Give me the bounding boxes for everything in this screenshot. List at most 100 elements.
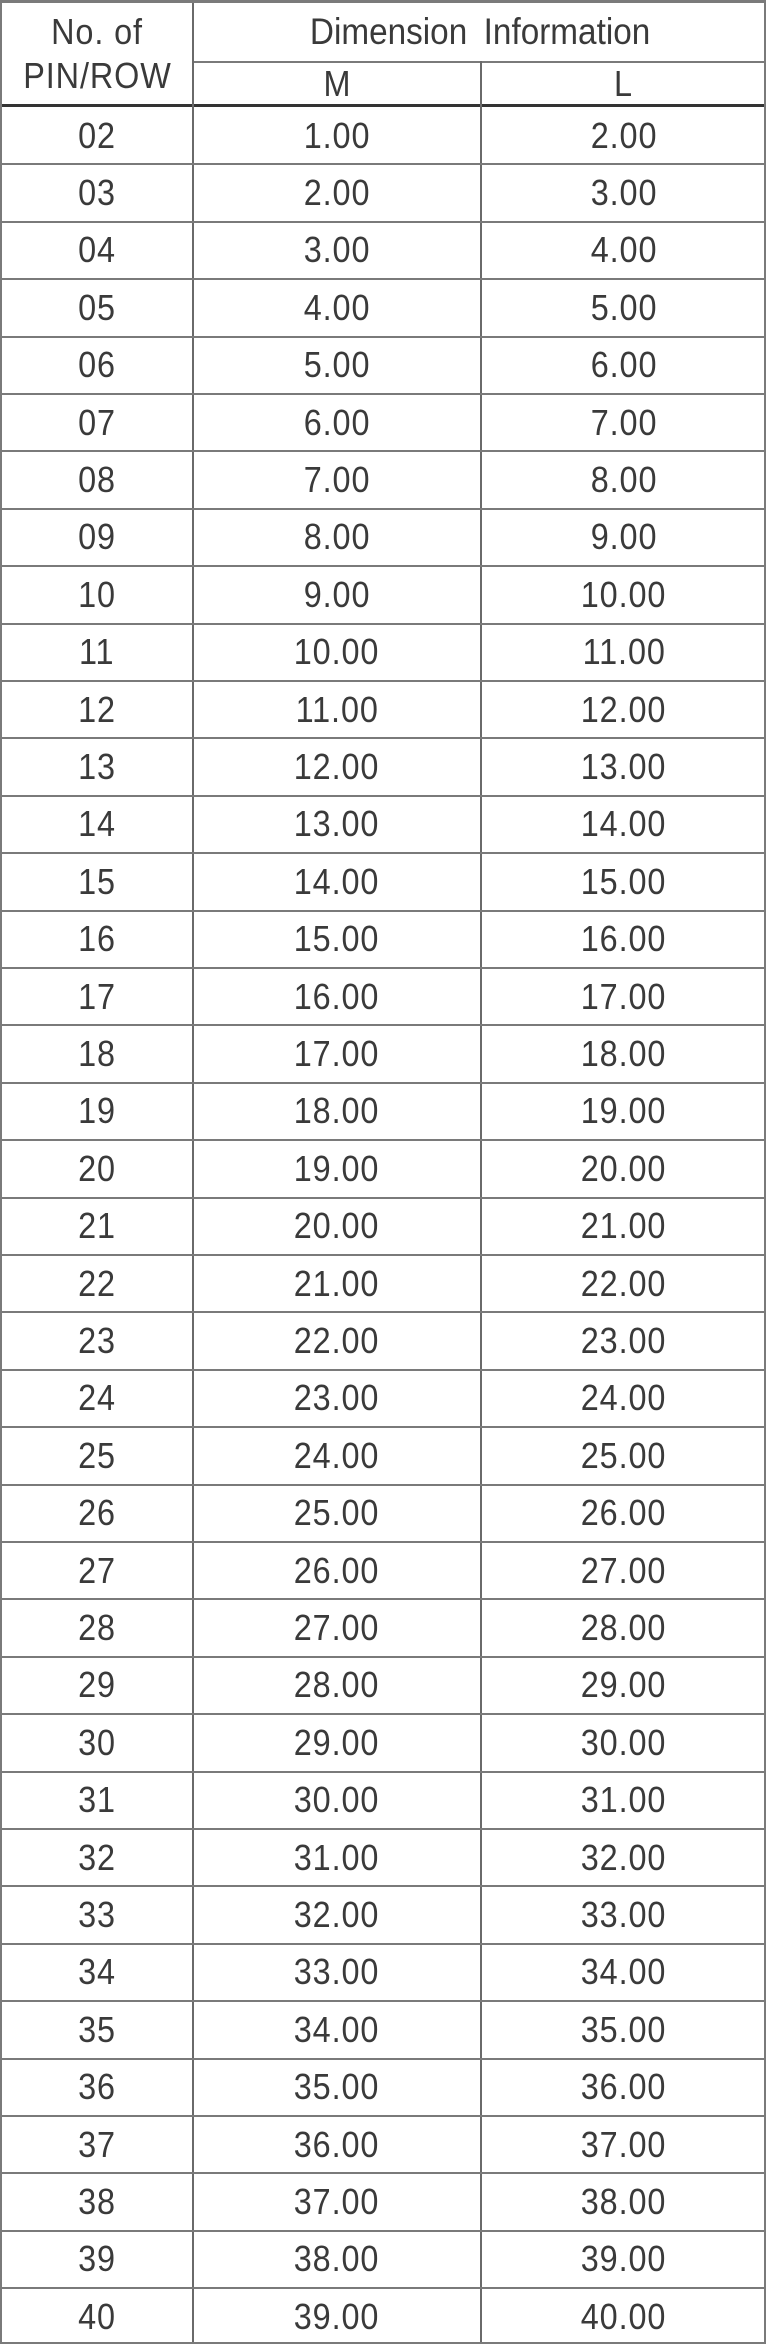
cell-text: 05 [78,286,116,328]
m-value-cell: 11.00 [194,681,480,738]
cell-text: 22.00 [581,1262,667,1304]
header-m-label: M [323,63,351,104]
divider [194,61,764,63]
m-value-cell: 7.00 [194,451,480,508]
row-divider [2,622,764,625]
pin-count-cell: 14 [2,796,192,853]
pin-count-cell: 19 [2,1083,192,1140]
cell-text: 3.00 [303,229,371,271]
l-value-cell: 7.00 [482,394,766,451]
cell-text: 39.00 [294,2295,380,2337]
cell-text: 7.00 [590,401,658,443]
pin-count-cell: 06 [2,337,192,394]
cell-text: 15.00 [294,918,380,960]
m-value-cell: 26.00 [194,1542,480,1599]
cell-text: 13.00 [294,803,380,845]
header-pin-row-line2: PIN/ROW [22,55,172,96]
cell-text: 21 [78,1205,116,1247]
row-divider [2,565,764,568]
row-divider [2,1770,764,1773]
l-value-cell: 35.00 [482,2001,766,2058]
cell-text: 30.00 [294,1779,380,1821]
pin-count-cell: 16 [2,911,192,968]
cell-text: 08 [78,459,116,501]
cell-text: 35.00 [581,2008,667,2050]
l-value-cell: 36.00 [482,2059,766,2116]
header-l-label: L [614,63,634,104]
cell-text: 20 [78,1147,116,1189]
cell-text: 25 [78,1434,116,1476]
pin-count-cell: 35 [2,2001,192,2058]
cell-text: 26.00 [581,1492,667,1534]
cell-text: 22 [78,1262,116,1304]
cell-text: 19.00 [294,1147,380,1189]
row-divider [2,2000,764,2003]
row-divider [2,220,764,223]
l-value-cell: 5.00 [482,279,766,336]
cell-text: 26 [78,1492,116,1534]
cell-text: 28 [78,1607,116,1649]
cell-text: 9.00 [590,516,658,558]
row-divider [2,2172,764,2175]
row-divider [2,967,764,969]
row-divider [2,278,764,281]
cell-text: 02 [78,114,116,156]
l-value-cell: 12.00 [482,681,766,738]
row-divider [2,680,764,682]
cell-text: 14 [78,803,116,845]
cell-text: 34.00 [581,1951,667,1993]
l-value-cell: 22.00 [482,1255,766,1312]
header-divider [2,104,764,107]
l-value-cell: 2.00 [482,107,766,164]
cell-text: 28.00 [581,1607,667,1649]
cell-text: 33 [78,1894,116,1936]
cell-text: 36.00 [294,2123,380,2165]
cell-text: 32 [78,1836,116,1878]
m-value-cell: 20.00 [194,1198,480,1255]
row-divider [2,1483,764,1486]
l-value-cell: 19.00 [482,1083,766,1140]
m-value-cell: 8.00 [194,509,480,566]
cell-text: 7.00 [303,459,371,501]
m-value-cell: 4.00 [194,279,480,336]
row-divider [2,335,764,338]
m-value-cell: 32.00 [194,1886,480,1943]
cell-text: 35.00 [294,2066,380,2108]
row-divider [2,1024,764,1027]
pin-count-cell: 18 [2,1025,192,1082]
cell-text: 40 [78,2295,116,2337]
header-dimension-information: Dimension Information [194,3,766,61]
pin-count-cell: 22 [2,1255,192,1312]
pin-count-cell: 31 [2,1772,192,1829]
cell-text: 24.00 [581,1377,667,1419]
m-value-cell: 5.00 [194,337,480,394]
pin-count-cell: 05 [2,279,192,336]
row-divider [2,1828,764,1830]
header-l: L [482,63,766,105]
cell-text: 17 [78,975,116,1017]
cell-text: 34.00 [294,2008,380,2050]
m-value-cell: 1.00 [194,107,480,164]
cell-text: 32.00 [294,1894,380,1936]
m-value-cell: 14.00 [194,853,480,910]
row-divider [2,1885,764,1888]
cell-text: 29 [78,1664,116,1706]
cell-text: 13.00 [581,746,667,788]
cell-text: 07 [78,401,116,443]
l-value-cell: 33.00 [482,1886,766,1943]
pin-count-cell: 04 [2,222,192,279]
cell-text: 10.00 [294,631,380,673]
l-value-cell: 16.00 [482,911,766,968]
pin-count-cell: 38 [2,2173,192,2230]
pin-count-cell: 25 [2,1427,192,1484]
pin-count-cell: 13 [2,738,192,795]
pin-count-cell: 07 [2,394,192,451]
l-value-cell: 20.00 [482,1140,766,1197]
l-value-cell: 24.00 [482,1370,766,1427]
l-value-cell: 15.00 [482,853,766,910]
cell-text: 13 [78,746,116,788]
m-value-cell: 24.00 [194,1427,480,1484]
cell-text: 37.00 [581,2123,667,2165]
pin-count-cell: 21 [2,1198,192,1255]
row-divider [2,1081,764,1084]
